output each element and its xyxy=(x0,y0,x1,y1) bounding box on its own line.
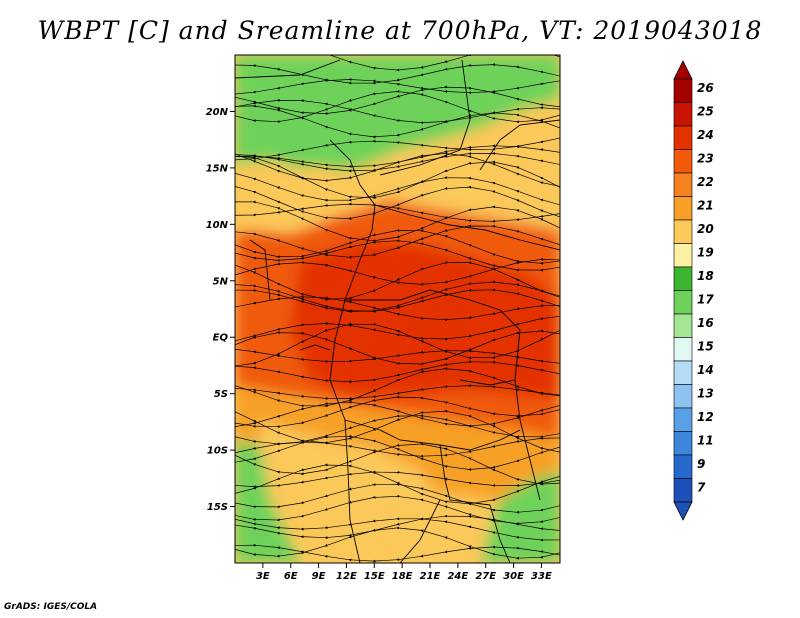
border-line xyxy=(479,119,560,171)
colorbar-swatch xyxy=(673,478,693,503)
lon-tick-label: 9E xyxy=(312,571,326,582)
colorbar-label: 26 xyxy=(697,81,714,95)
colorbar-swatch xyxy=(673,313,693,338)
colorbar-swatch xyxy=(673,219,693,244)
lon-tick-label: 15E xyxy=(364,571,385,582)
lon-tick-label: 21E xyxy=(420,571,441,582)
colorbar-swatch xyxy=(673,454,693,479)
longitude-axis: 3E 6E 9E 12E 15E 18E 21E 24E 27E 30E 33E xyxy=(256,563,552,582)
chart-title: WBPT [C] and Sreamline at 700hPa, VT: 20… xyxy=(37,16,763,45)
colorbar-swatch xyxy=(673,196,693,221)
lon-tick-label: 6E xyxy=(284,571,298,582)
colorbar-swatch xyxy=(673,337,693,362)
colorbar-label: 17 xyxy=(697,293,714,307)
border-line xyxy=(374,204,560,251)
streamline xyxy=(235,295,560,322)
lon-tick-label: 30E xyxy=(503,571,524,582)
streamline xyxy=(235,384,560,400)
lat-tick-label: 5S xyxy=(214,389,228,400)
lon-tick-label: 12E xyxy=(336,571,357,582)
colorbar-label: 20 xyxy=(697,222,714,236)
colorbar-label: 21 xyxy=(697,199,714,213)
colorbar-label: 14 xyxy=(697,363,714,377)
lon-tick-label: 3E xyxy=(256,571,270,582)
colorbar-swatch xyxy=(673,78,693,103)
colorbar-swatch xyxy=(673,407,693,432)
colorbar-swatch xyxy=(673,102,693,127)
colorbar-bottom-arrow xyxy=(673,501,693,521)
colorbar-swatch xyxy=(673,266,693,291)
colorbar: 26 25 24 23 22 21 20 19 18 17 16 15 14 13 12 11 9 7 xyxy=(673,60,714,521)
colorbar-label: 12 xyxy=(697,410,714,424)
colorbar-label: 9 xyxy=(697,457,705,471)
colorbar-label: 18 xyxy=(697,269,714,283)
colorbar-label: 15 xyxy=(697,340,714,354)
lon-tick-label: 18E xyxy=(392,571,413,582)
border-line xyxy=(379,59,471,176)
colorbar-label: 19 xyxy=(697,246,714,260)
border-line xyxy=(489,504,511,563)
colorbar-label: 24 xyxy=(697,128,714,142)
border-line xyxy=(235,59,341,79)
border-line xyxy=(459,379,516,386)
colorbar-top-arrow xyxy=(673,60,693,80)
border-line xyxy=(439,444,491,506)
colorbar-swatch xyxy=(673,172,693,197)
colorbar-swatch xyxy=(673,431,693,456)
colorbar-swatch xyxy=(673,384,693,409)
border-line xyxy=(329,139,376,421)
lat-tick-label: 15N xyxy=(206,163,229,174)
colorbar-label: 13 xyxy=(697,387,714,401)
lat-tick-label: 5N xyxy=(213,276,229,287)
streamlines xyxy=(235,55,560,563)
colorbar-swatch xyxy=(673,243,693,268)
colorbar-label: 16 xyxy=(697,316,714,330)
lon-tick-label: 24E xyxy=(447,571,468,582)
colorbar-swatch xyxy=(673,149,693,174)
colorbar-label: 23 xyxy=(697,152,714,166)
border-line xyxy=(399,499,441,563)
colorbar-label: 11 xyxy=(697,434,714,448)
colorbar-label: 25 xyxy=(697,105,714,119)
border-line xyxy=(299,344,331,351)
latitude-axis: 20N 15N 10N 5N EQ 5S 10S 15S xyxy=(206,107,235,513)
lon-tick-label: 27E xyxy=(475,571,496,582)
map-frame xyxy=(234,54,561,564)
lon-tick-label: 33E xyxy=(531,571,552,582)
lat-tick-label: 10N xyxy=(206,220,229,231)
streamline xyxy=(235,348,560,364)
colorbar-swatch xyxy=(673,360,693,385)
lat-tick-label: 10S xyxy=(207,446,228,457)
lat-tick-label: 20N xyxy=(206,107,229,118)
border-line xyxy=(514,329,541,501)
streamline xyxy=(235,543,560,563)
colorbar-label: 22 xyxy=(697,175,714,189)
streamline xyxy=(235,104,560,139)
grads-credit: GrADS: IGES/COLA xyxy=(4,602,98,612)
lat-tick-label: EQ xyxy=(213,333,229,344)
country-borders xyxy=(235,59,560,563)
colorbar-swatch xyxy=(673,290,693,315)
lat-tick-label: 15S xyxy=(207,502,228,513)
border-line xyxy=(249,239,271,301)
colorbar-swatch xyxy=(673,125,693,150)
border-line xyxy=(345,289,521,331)
colorbar-label: 7 xyxy=(697,481,706,495)
border-line xyxy=(344,419,361,563)
